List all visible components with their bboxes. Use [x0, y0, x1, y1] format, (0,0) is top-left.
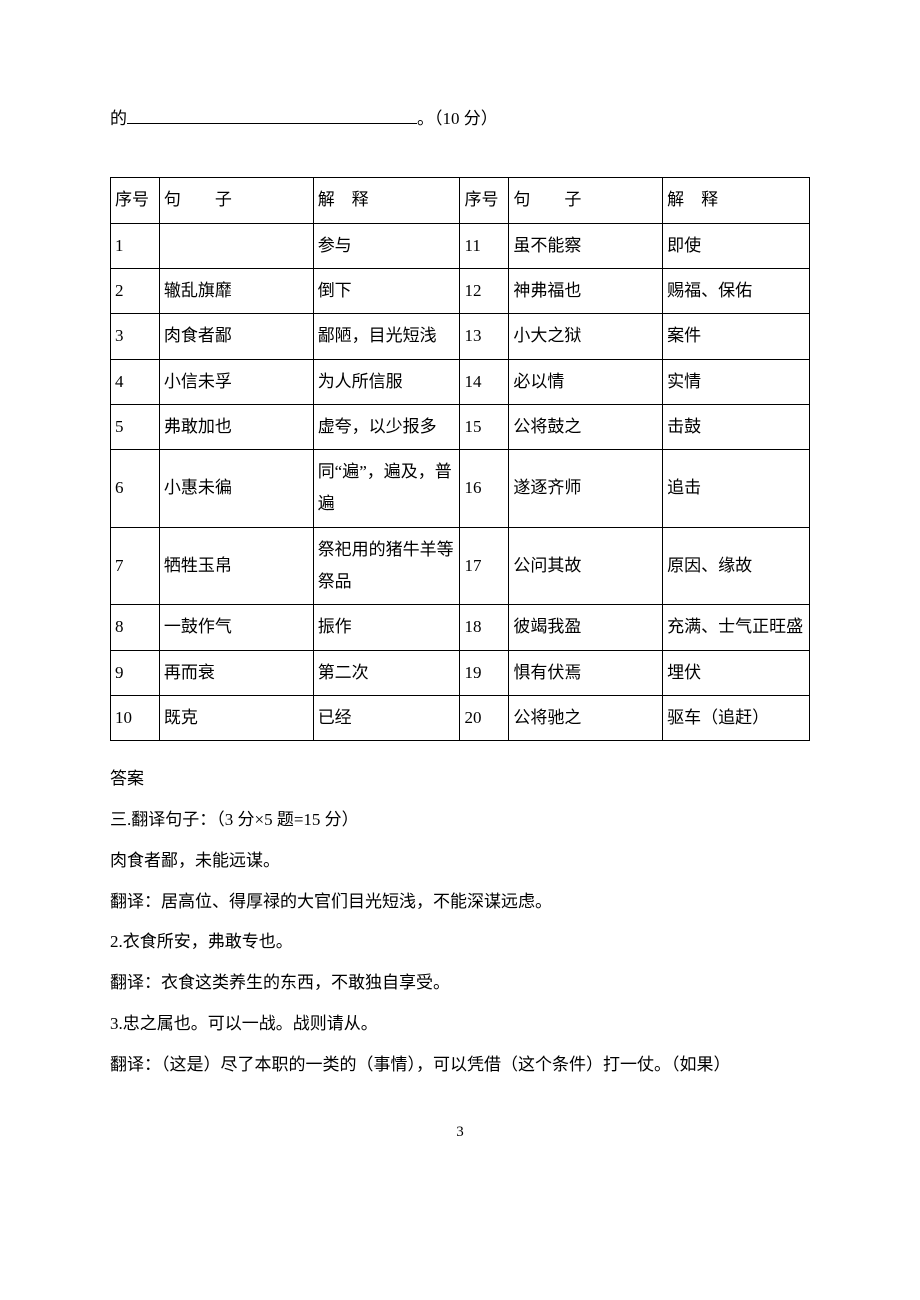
- cell-sent-r: 虽不能察: [509, 223, 663, 268]
- cell-exp-r: 埋伏: [663, 650, 810, 695]
- cell-sent-l: 小惠未徧: [159, 450, 313, 528]
- cell-sent-r: 公问其故: [509, 527, 663, 605]
- cell-seq-l: 2: [111, 268, 160, 313]
- cell-seq-r: 15: [460, 404, 509, 449]
- para-7: 翻译：（这是）尽了本职的一类的（事情），可以凭借（这个条件）打一仗。（如果）: [110, 1045, 810, 1086]
- table-row: 3肉食者鄙鄙陋，目光短浅13小大之狱案件: [111, 314, 810, 359]
- cell-sent-r: 公将鼓之: [509, 404, 663, 449]
- table-row: 1 参与11虽不能察即使: [111, 223, 810, 268]
- table-row: 6小惠未徧同“遍”，遍及，普遍16遂逐齐师追击: [111, 450, 810, 528]
- cell-exp-l: 鄙陋，目光短浅: [313, 314, 460, 359]
- para-4: 2.衣食所安，弗敢专也。: [110, 922, 810, 963]
- cell-seq-l: 1: [111, 223, 160, 268]
- cell-exp-r: 驱车（追赶）: [663, 695, 810, 740]
- cell-seq-r: 19: [460, 650, 509, 695]
- para-3: 翻译：居高位、得厚禄的大官们目光短浅，不能深谋远虑。: [110, 882, 810, 923]
- cell-exp-r: 击鼓: [663, 404, 810, 449]
- cell-exp-l: 虚夸，以少报多: [313, 404, 460, 449]
- table-row: 10既克已经20公将驰之驱车（追赶）: [111, 695, 810, 740]
- cell-seq-l: 7: [111, 527, 160, 605]
- para-5: 翻译：衣食这类养生的东西，不敢独自享受。: [110, 963, 810, 1004]
- table-row: 4小信未孚为人所信服14必以情实情: [111, 359, 810, 404]
- hdr-sent-r: 句 子: [509, 178, 663, 223]
- cell-sent-r: 公将驰之: [509, 695, 663, 740]
- cell-exp-l: 倒下: [313, 268, 460, 313]
- hdr-seq-r: 序号: [460, 178, 509, 223]
- cell-exp-l: 已经: [313, 695, 460, 740]
- cell-exp-r: 充满、士气正旺盛: [663, 605, 810, 650]
- cell-sent-l: 弗敢加也: [159, 404, 313, 449]
- cell-seq-r: 12: [460, 268, 509, 313]
- cell-seq-l: 9: [111, 650, 160, 695]
- cell-seq-r: 11: [460, 223, 509, 268]
- table-row: 5弗敢加也虚夸，以少报多15公将鼓之击鼓: [111, 404, 810, 449]
- cell-seq-r: 18: [460, 605, 509, 650]
- cell-sent-l: 辙乱旗靡: [159, 268, 313, 313]
- cell-exp-l: 为人所信服: [313, 359, 460, 404]
- cell-exp-r: 赐福、保佑: [663, 268, 810, 313]
- cell-sent-r: 遂逐齐师: [509, 450, 663, 528]
- cell-exp-r: 即使: [663, 223, 810, 268]
- cell-exp-r: 实情: [663, 359, 810, 404]
- table-row: 8一鼓作气振作18彼竭我盈充满、士气正旺盛: [111, 605, 810, 650]
- cell-exp-l: 振作: [313, 605, 460, 650]
- cell-seq-l: 6: [111, 450, 160, 528]
- para-1: 三.翻译句子：（3 分×5 题=15 分）: [110, 800, 810, 841]
- cell-seq-l: 3: [111, 314, 160, 359]
- page-number: 3: [110, 1116, 810, 1149]
- cell-exp-l: 第二次: [313, 650, 460, 695]
- top-suffix: 。（10 分）: [417, 109, 498, 128]
- page: 的 。（10 分） 序号 句 子 解 释 序号 句 子 解 释 1 参与11虽不能察…: [0, 0, 920, 1189]
- cell-exp-l: 同“遍”，遍及，普遍: [313, 450, 460, 528]
- cell-exp-r: 追击: [663, 450, 810, 528]
- hdr-exp-r: 解 释: [663, 178, 810, 223]
- cell-sent-l: 再而衰: [159, 650, 313, 695]
- cell-sent-r: 惧有伏焉: [509, 650, 663, 695]
- cell-sent-r: 彼竭我盈: [509, 605, 663, 650]
- hdr-sent-l: 句 子: [159, 178, 313, 223]
- cell-sent-l: 肉食者鄙: [159, 314, 313, 359]
- cell-seq-r: 14: [460, 359, 509, 404]
- cell-seq-l: 10: [111, 695, 160, 740]
- para-2: 肉食者鄙，未能远谋。: [110, 841, 810, 882]
- para-0: 答案: [110, 759, 810, 800]
- cell-exp-r: 案件: [663, 314, 810, 359]
- hdr-seq-l: 序号: [111, 178, 160, 223]
- cell-sent-l: 既克: [159, 695, 313, 740]
- cell-exp-l: 祭祀用的猪牛羊等祭品: [313, 527, 460, 605]
- cell-sent-r: 必以情: [509, 359, 663, 404]
- para-6: 3.忠之属也。可以一战。战则请从。: [110, 1004, 810, 1045]
- vocab-table: 序号 句 子 解 释 序号 句 子 解 释 1参与11虽不能察即使2辙乱旗靡倒下…: [110, 177, 810, 741]
- cell-exp-l: 参与: [313, 223, 460, 268]
- cell-seq-r: 20: [460, 695, 509, 740]
- cell-exp-r: 原因、缘故: [663, 527, 810, 605]
- cell-seq-r: 17: [460, 527, 509, 605]
- top-prefix: 的: [110, 109, 127, 128]
- cell-seq-l: 5: [111, 404, 160, 449]
- cell-sent-l: 小信未孚: [159, 359, 313, 404]
- top-line: 的 。（10 分）: [110, 100, 810, 137]
- table-row: 9再而衰第二次19惧有伏焉埋伏: [111, 650, 810, 695]
- table-row: 7牺牲玉帛祭祀用的猪牛羊等祭品17公问其故原因、缘故: [111, 527, 810, 605]
- table-header-row: 序号 句 子 解 释 序号 句 子 解 释: [111, 178, 810, 223]
- cell-seq-l: 4: [111, 359, 160, 404]
- cell-sent-l: [159, 223, 313, 268]
- cell-seq-r: 16: [460, 450, 509, 528]
- hdr-exp-l: 解 释: [313, 178, 460, 223]
- cell-seq-l: 8: [111, 605, 160, 650]
- cell-sent-l: 一鼓作气: [159, 605, 313, 650]
- blank-underline: [127, 105, 417, 124]
- cell-sent-l: 牺牲玉帛: [159, 527, 313, 605]
- cell-sent-r: 神弗福也: [509, 268, 663, 313]
- cell-seq-r: 13: [460, 314, 509, 359]
- cell-sent-r: 小大之狱: [509, 314, 663, 359]
- table-row: 2辙乱旗靡倒下12神弗福也赐福、保佑: [111, 268, 810, 313]
